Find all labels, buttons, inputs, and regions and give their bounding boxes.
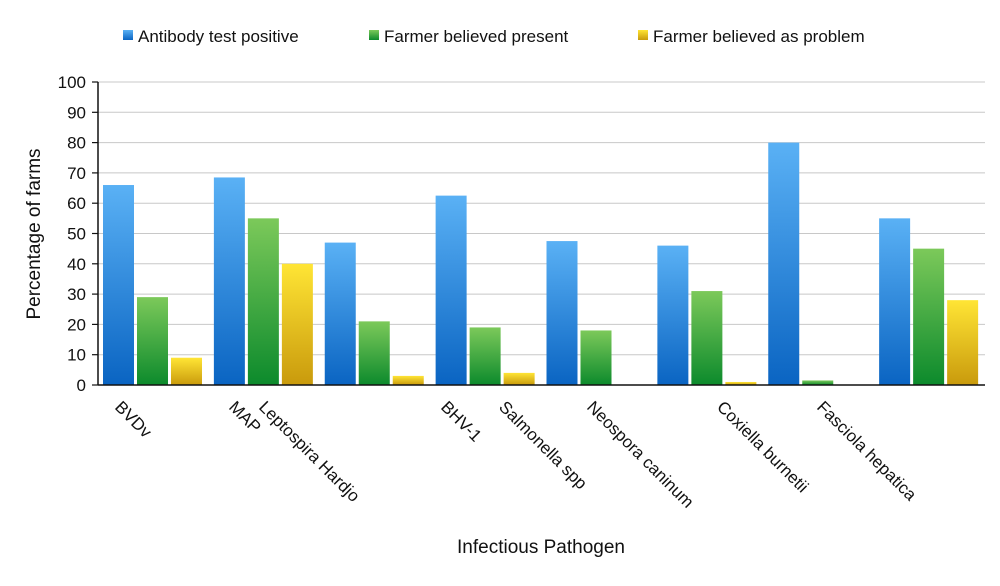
y-tick-label: 10 bbox=[67, 346, 86, 365]
y-tick-labels: 0 10 20 30 40 50 60 70 80 90 100 bbox=[58, 73, 86, 395]
y-tick-label: 60 bbox=[67, 194, 86, 213]
y-tick-label: 90 bbox=[67, 103, 86, 122]
x-category-label: Leptospira Hardjo bbox=[255, 397, 363, 505]
x-axis-title: Infectious Pathogen bbox=[457, 537, 625, 558]
x-category-label: Salmonella spp bbox=[495, 397, 591, 493]
x-category-label: Coxiella burnetii bbox=[713, 397, 812, 496]
bar-farmer-believed-as-problem-bvdv bbox=[171, 357, 202, 385]
legend-swatch bbox=[123, 30, 133, 40]
y-tick-label: 50 bbox=[67, 225, 86, 244]
axes bbox=[92, 81, 985, 386]
bar-farmer-believed-as-problem-map bbox=[281, 263, 313, 385]
legend-swatch bbox=[638, 30, 648, 40]
bar-antibody-test-positive-salmonella-spp bbox=[546, 241, 578, 385]
bar-antibody-test-positive-bhv-1 bbox=[435, 195, 467, 385]
x-category-label: MAP bbox=[225, 397, 264, 436]
legend-label: Farmer believed present bbox=[384, 27, 569, 46]
y-tick-label: 80 bbox=[67, 134, 86, 153]
bar-farmer-believed-as-problem-fasciola-hepatica bbox=[947, 300, 979, 385]
bar-farmer-believed-present-salmonella-spp bbox=[580, 330, 612, 385]
bar-antibody-test-positive-leptospira-hardjo bbox=[324, 242, 356, 385]
bar-farmer-believed-as-problem-leptospira-hardjo bbox=[392, 375, 424, 385]
bar-farmer-believed-present-bvdv bbox=[137, 297, 168, 385]
y-tick-label: 30 bbox=[67, 285, 86, 304]
legend-swatch bbox=[369, 30, 379, 40]
bar-farmer-believed-present-fasciola-hepatica bbox=[913, 248, 945, 385]
y-tick-label: 70 bbox=[67, 164, 86, 183]
bar-farmer-believed-present-leptospira-hardjo bbox=[358, 321, 390, 385]
y-tick-label: 100 bbox=[58, 73, 86, 92]
y-tick-label: 40 bbox=[67, 255, 86, 274]
bar-antibody-test-positive-bvdv bbox=[103, 185, 134, 385]
y-axis-title: Percentage of farms bbox=[24, 148, 45, 319]
bar-farmer-believed-as-problem-bhv-1 bbox=[503, 372, 535, 385]
bar-antibody-test-positive-fasciola-hepatica bbox=[879, 218, 911, 385]
bars bbox=[103, 142, 979, 385]
legend-label: Antibody test positive bbox=[138, 27, 299, 46]
legend-label: Farmer believed as problem bbox=[653, 27, 865, 46]
gridlines bbox=[98, 81, 985, 356]
y-tick-label: 20 bbox=[67, 315, 86, 334]
bar-farmer-believed-present-bhv-1 bbox=[469, 327, 501, 385]
y-tick-label: 0 bbox=[77, 376, 86, 395]
bar-antibody-test-positive-map bbox=[213, 177, 245, 385]
x-category-label: BHV-1 bbox=[437, 397, 485, 445]
bar-farmer-believed-present-neospora-caninum bbox=[691, 291, 723, 385]
x-category-label: Neospora caninum bbox=[583, 397, 697, 511]
x-category-label: BVDv bbox=[111, 397, 156, 442]
bar-farmer-believed-present-coxiella-burnetii bbox=[802, 380, 834, 385]
bar-antibody-test-positive-neospora-caninum bbox=[657, 245, 689, 385]
legend: Antibody test positive Farmer believed pr… bbox=[123, 27, 865, 46]
bar-farmer-believed-as-problem-neospora-caninum bbox=[725, 381, 757, 385]
bar-farmer-believed-present-map bbox=[247, 218, 279, 385]
bar-antibody-test-positive-coxiella-burnetii bbox=[768, 142, 800, 385]
x-category-label: Fasciola hepatica bbox=[813, 397, 920, 504]
